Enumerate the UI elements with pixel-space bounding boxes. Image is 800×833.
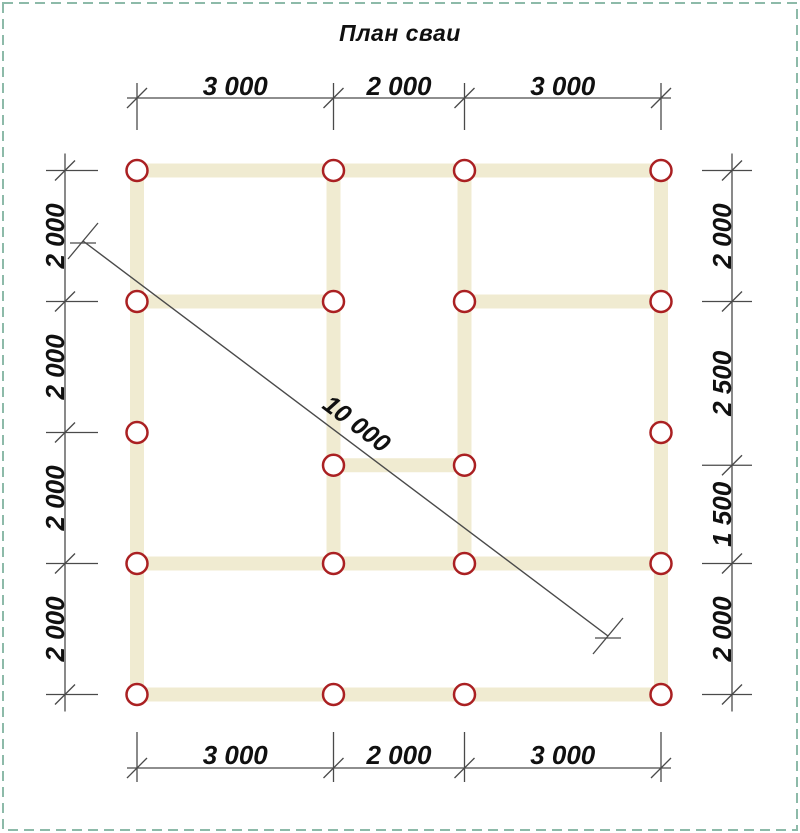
pile-marker	[125, 289, 149, 314]
diagonal-dimension: 10 000	[67, 222, 624, 655]
dimension-chain-left: 2 000 2 000 2 000 2 000	[40, 153, 98, 712]
dim-label: 2 000	[40, 334, 70, 401]
dim-tick-slash	[454, 87, 475, 109]
dim-tick-slash	[650, 757, 672, 779]
dimension-chain-top: 3 000 2 000 3 000	[126, 71, 672, 130]
dim-tick-slash	[721, 160, 743, 181]
pile-marker	[125, 551, 149, 576]
pile-marker	[452, 289, 477, 314]
pile-marker	[321, 682, 346, 707]
pile-marker	[649, 551, 673, 576]
dim-label: 2 000	[365, 740, 432, 770]
pile-marker	[452, 453, 477, 477]
dim-tick-slash	[721, 454, 743, 476]
dim-label: 2 500	[707, 350, 737, 417]
dim-label: 2 000	[707, 203, 737, 270]
dim-label: 3 000	[530, 740, 596, 770]
diagonal-end-slash	[592, 617, 624, 655]
pile-marker	[649, 420, 673, 445]
diagonal-end-slash	[67, 222, 99, 260]
dim-tick-slash	[323, 87, 344, 109]
pile-marker	[321, 551, 346, 576]
dim-tick-slash	[721, 553, 743, 574]
pile-marker	[321, 158, 346, 183]
dim-label: 3 000	[203, 71, 269, 101]
pile-marker	[452, 551, 477, 576]
pile-marker	[125, 682, 149, 707]
piles-layer	[125, 158, 673, 707]
dim-tick-slash	[54, 291, 76, 312]
dim-tick-slash	[454, 757, 475, 779]
dimension-chain-bottom: 3 000 2 000 3 000	[126, 732, 672, 782]
dim-tick-slash	[54, 160, 76, 181]
dim-tick-slash	[721, 684, 743, 705]
drawing-title: План сваи	[339, 20, 461, 46]
dim-label: 2 000	[707, 596, 737, 663]
diagonal-dimension-line	[82, 240, 609, 637]
dim-label: 2 000	[40, 596, 70, 663]
dim-label: 2 000	[40, 465, 70, 532]
dim-label: 1 500	[707, 481, 737, 547]
pile-marker	[452, 158, 477, 183]
dim-tick-slash	[54, 553, 76, 574]
dim-tick-slash	[126, 757, 148, 779]
dim-tick-slash	[54, 422, 76, 443]
dim-tick-slash	[721, 291, 743, 312]
dim-label: 3 000	[203, 740, 269, 770]
pile-marker	[649, 682, 673, 707]
pile-marker	[321, 289, 346, 314]
dim-tick-slash	[54, 684, 76, 705]
dim-tick-slash	[323, 757, 344, 779]
dimension-chain-right: 2 000 2 500 1 500 2 000	[702, 153, 752, 712]
pile-marker	[649, 158, 673, 183]
dim-label: 2 000	[40, 203, 70, 270]
dim-label: 2 000	[365, 71, 432, 101]
dim-tick-slash	[126, 87, 148, 109]
dim-tick-slash	[650, 87, 672, 109]
pile-marker	[125, 420, 149, 445]
pile-marker	[452, 682, 477, 707]
pile-marker	[649, 289, 673, 314]
pile-marker	[125, 158, 149, 183]
pile-marker	[321, 453, 346, 477]
dim-label: 3 000	[530, 71, 596, 101]
